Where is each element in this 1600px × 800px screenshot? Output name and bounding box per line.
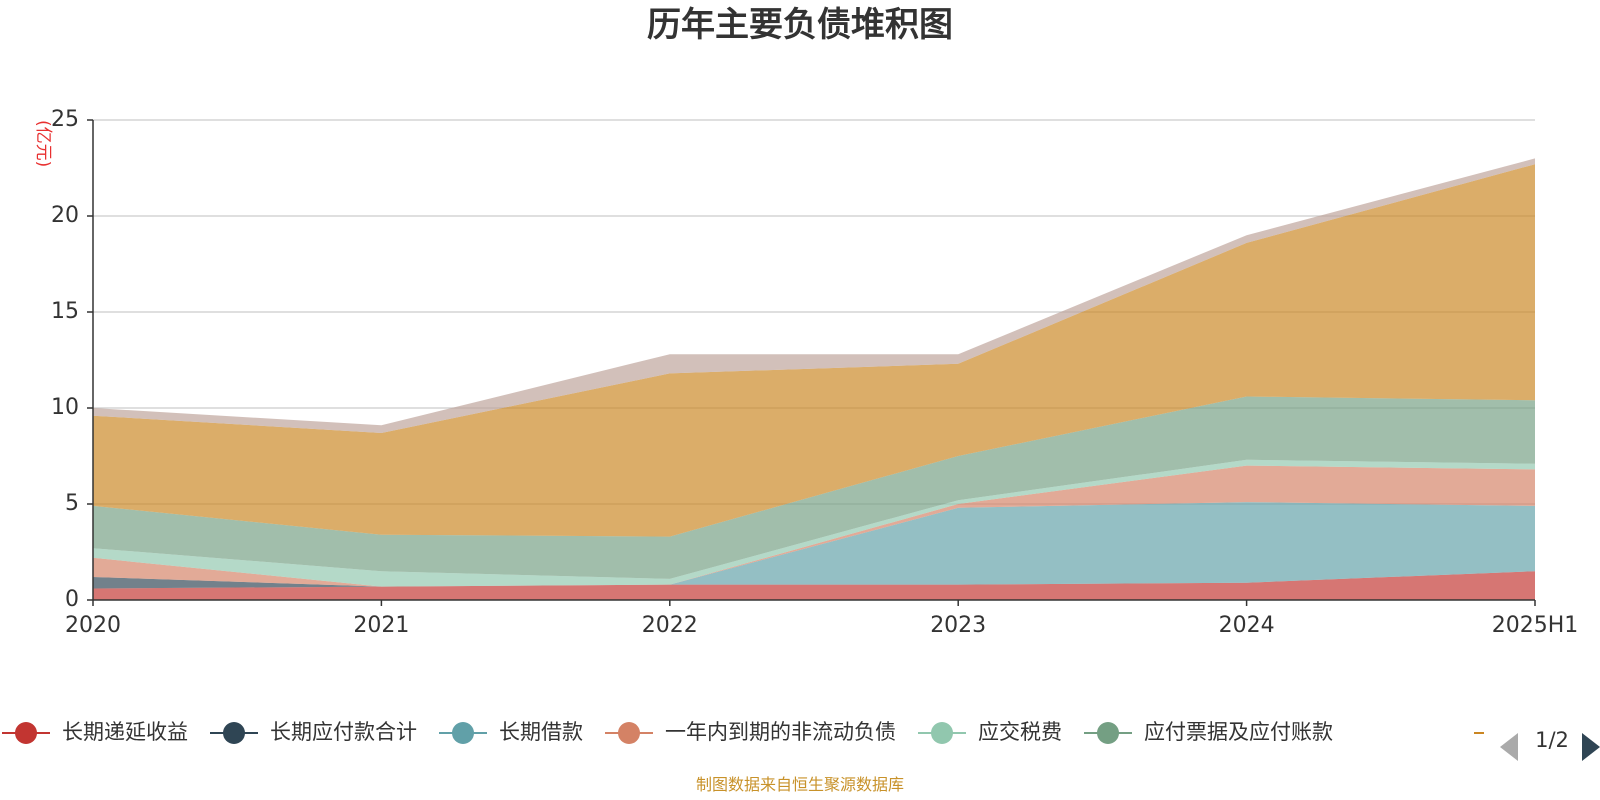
- y-tick-label: 20: [51, 203, 79, 228]
- chart-title: 历年主要负债堆积图: [647, 5, 953, 45]
- y-tick-label: 15: [51, 299, 79, 324]
- legend-label: 长期应付款合计: [270, 720, 417, 744]
- legend-label: 长期递延收益: [62, 720, 188, 744]
- area-series-7: [93, 164, 1535, 537]
- prev-page-icon[interactable]: [1500, 733, 1518, 761]
- legend-circle-icon: [618, 722, 640, 744]
- y-tick-label: 25: [51, 107, 79, 132]
- legend-circle-icon: [1097, 722, 1119, 744]
- next-page-icon[interactable]: [1582, 733, 1600, 761]
- page-indicator: 1/2: [1535, 728, 1569, 752]
- legend-label: 长期借款: [499, 720, 583, 744]
- x-tick-label: 2023: [930, 613, 986, 638]
- legend-item[interactable]: 应交税费: [918, 720, 1062, 744]
- legend-circle-icon: [931, 722, 953, 744]
- x-tick-label: 2021: [353, 613, 409, 638]
- source-note: 制图数据来自恒生聚源数据库: [696, 775, 904, 794]
- legend-item[interactable]: 应付票据及应付账款: [1084, 720, 1333, 744]
- area-series-1: [93, 571, 1535, 600]
- y-tick-label: 10: [51, 395, 79, 420]
- x-tick-label: 2024: [1219, 613, 1275, 638]
- legend-label: 应付票据及应付账款: [1144, 720, 1333, 744]
- area-series: [93, 158, 1535, 600]
- y-axis-unit: (亿元): [33, 120, 53, 167]
- legend-item[interactable]: 长期借款: [439, 720, 583, 744]
- legend-pager: 1/2: [1500, 728, 1600, 761]
- legend-circle-icon: [223, 722, 245, 744]
- y-tick-label: 0: [65, 587, 79, 612]
- legend-item[interactable]: 长期递延收益: [2, 720, 188, 744]
- x-tick-label: 2020: [65, 613, 121, 638]
- x-tick-label: 2022: [642, 613, 698, 638]
- legend-circle-icon: [15, 722, 37, 744]
- area-series-4: [93, 465, 1535, 587]
- legend-label: 一年内到期的非流动负债: [665, 720, 896, 744]
- area-series-6: [93, 396, 1535, 579]
- legend-item[interactable]: 一年内到期的非流动负债: [605, 720, 896, 744]
- legend-label: 应交税费: [978, 720, 1062, 744]
- y-tick-label: 5: [65, 491, 79, 516]
- area-series-2: [93, 571, 1535, 589]
- area-series-3: [93, 502, 1535, 587]
- legend-item[interactable]: 长期应付款合计: [210, 720, 417, 744]
- legend: 长期递延收益 长期应付款合计 长期借款 一年内到期的非流动负债 应交税费 应付票据及应付账…: [2, 720, 1484, 744]
- axes: 0 5 10 15 20 25 2020 2021 2022 2023 2024 2025H1: [51, 107, 1578, 638]
- legend-circle-icon: [452, 722, 474, 744]
- x-tick-label: 2025H1: [1492, 613, 1579, 638]
